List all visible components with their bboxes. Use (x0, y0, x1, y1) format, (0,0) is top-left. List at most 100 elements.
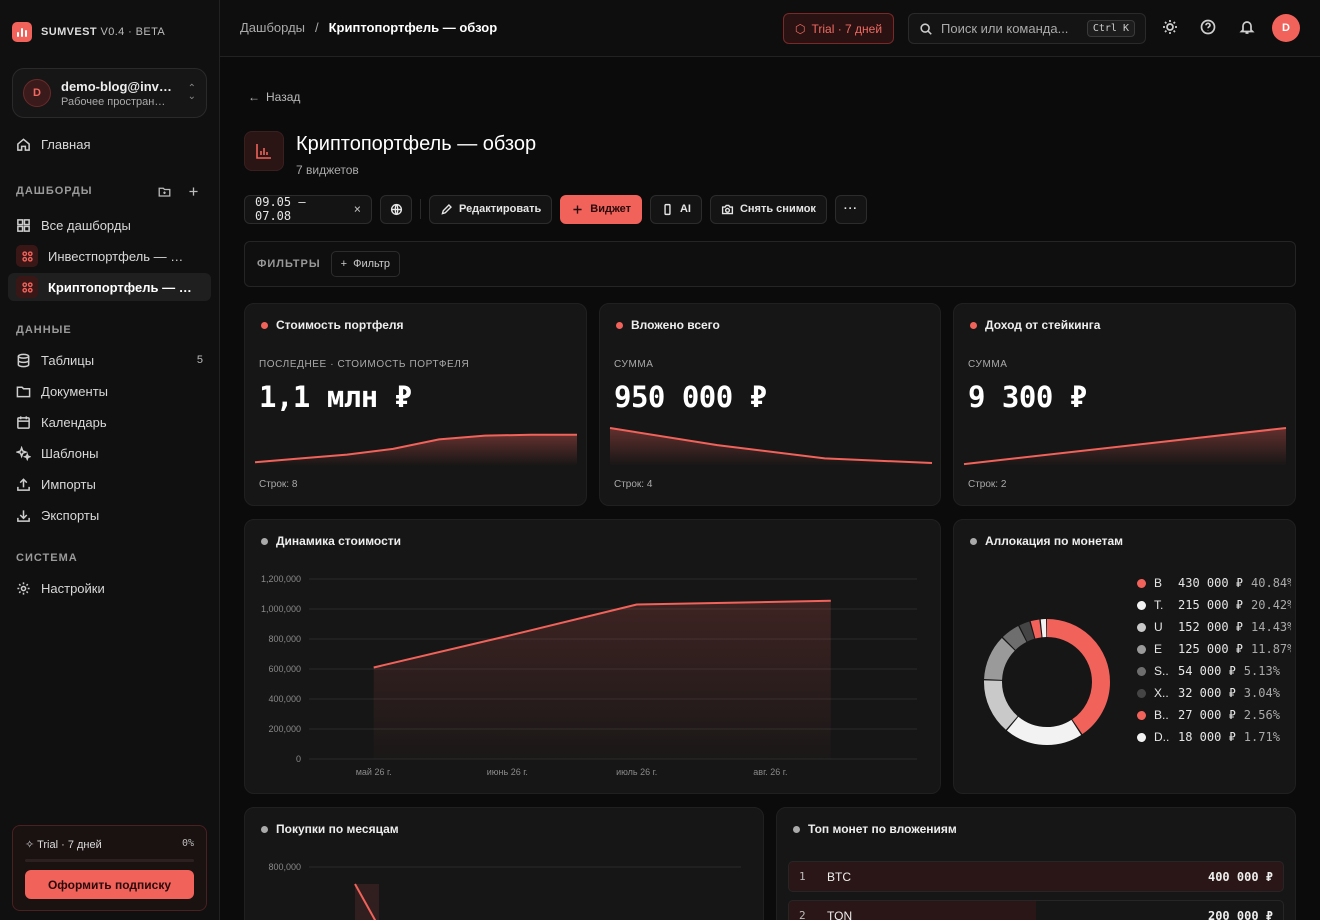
x-tick-label: июль 26 г. (616, 767, 657, 777)
kpi-label: СУММА (614, 359, 654, 370)
legend-swatch (1137, 710, 1146, 720)
search-placeholder: Поиск или команда... (941, 21, 1069, 36)
status-dot (616, 321, 623, 329)
kpi-title: Вложено всего (631, 318, 720, 332)
legend-value: 54 000 ₽ (1178, 664, 1236, 678)
calendar-icon (17, 415, 30, 429)
sidebar-item-templates[interactable]: Шаблоны (8, 439, 211, 467)
sidebar-item-settings[interactable]: Настройки (8, 574, 211, 602)
purchases-card[interactable]: Покупки по месяцам 800,000 (244, 807, 764, 920)
snapshot-label: Снять снимок (739, 203, 816, 215)
legend-value: 125 000 ₽ (1178, 642, 1244, 656)
allocation-card[interactable]: Аллокация по монетам B 430 000 ₽ 40.84% T. 2… (953, 519, 1296, 794)
legend-swatch (1137, 732, 1146, 742)
legend-swatch (1137, 666, 1146, 676)
legend-name: U (1154, 620, 1163, 634)
folder-icon (16, 386, 31, 397)
filters-label: ФИЛЬТРЫ (257, 258, 321, 270)
brand[interactable]: SUMVEST V0.4 · BETA (12, 22, 165, 42)
table-row[interactable]: 1 BTC 400 000 ₽ (788, 861, 1284, 892)
table-row[interactable]: 2 TON 200 000 ₽ (788, 900, 1284, 920)
y-tick-label: 0 (296, 754, 301, 764)
close-icon[interactable]: × (353, 202, 361, 216)
sidebar-item-calendar[interactable]: Календарь (8, 408, 211, 436)
top-coins-card[interactable]: Топ монет по вложениям 1 BTC 400 000 ₽ 2… (776, 807, 1296, 920)
breadcrumb-separator: / (315, 20, 319, 35)
legend-name: S.. (1154, 664, 1169, 678)
search-input[interactable]: Поиск или команда... Ctrl K (908, 13, 1146, 44)
sidebar-item-home[interactable]: Главная (8, 130, 211, 158)
sidebar-item-exports[interactable]: Экспорты (8, 501, 211, 529)
plus-icon[interactable] (187, 185, 200, 198)
user-avatar[interactable]: D (1272, 14, 1300, 42)
notifications-button[interactable] (1239, 19, 1257, 37)
upload-icon (17, 477, 30, 491)
ai-button[interactable]: AI (649, 194, 702, 224)
plus-icon (573, 204, 582, 214)
more-button[interactable]: ··· (834, 194, 867, 224)
legend-item[interactable]: S.. 54 000 ₽ 5.13% (1137, 660, 1291, 682)
date-range-picker[interactable]: 09.05 — 07.08 × (244, 194, 372, 224)
edit-button[interactable]: Редактировать (429, 194, 553, 224)
legend-item[interactable]: X.. 32 000 ₽ 3.04% (1137, 682, 1291, 704)
kpi-card[interactable]: Стоимость портфеля ПОСЛЕДНЕЕ · СТОИМОСТЬ… (244, 303, 587, 506)
new-folder-icon[interactable] (158, 185, 171, 198)
trial-badge[interactable]: ⬡ Trial · 7 дней (783, 13, 895, 44)
help-button[interactable] (1200, 19, 1218, 37)
theme-toggle[interactable] (1162, 19, 1180, 37)
sidebar-item-imports[interactable]: Импорты (8, 470, 211, 498)
kpi-title: Стоимость портфеля (276, 318, 404, 332)
sidebar-item-label: Документы (41, 383, 109, 399)
legend-swatch (1137, 644, 1146, 654)
trial-percent: 0% (181, 838, 194, 849)
row-name: TON (827, 908, 853, 920)
sidebar-item-all-dashboards[interactable]: Все дашборды (8, 211, 211, 239)
arrow-left-icon: ← (248, 90, 260, 104)
legend-item[interactable]: B.. 27 000 ₽ 2.56% (1137, 704, 1291, 726)
sidebar-item-label: Шаблоны (41, 445, 99, 461)
kpi-label: ПОСЛЕДНЕЕ · СТОИМОСТЬ ПОРТФЕЛЯ (259, 359, 470, 370)
sidebar-item-dashboard-active[interactable]: Криптопортфель — … (8, 273, 211, 301)
line-chart: 1,200,000 1,000,000 800,000 600,000 400,000 2… (261, 574, 917, 777)
add-filter-button[interactable]: + Фильтр (330, 251, 401, 277)
row-rank: 2 (799, 909, 806, 920)
legend-item[interactable]: E 125 000 ₽ 11.87% (1137, 638, 1291, 660)
kpi-card[interactable]: Вложено всего СУММА 950 000 ₽ Строк: 4 (599, 303, 941, 506)
legend-percent: 40.84% (1251, 576, 1292, 590)
sidebar-item-documents[interactable]: Документы (8, 377, 211, 405)
dashboard-icon (16, 276, 38, 298)
workspace-subtitle: Рабочее простран… (61, 95, 166, 108)
chart-title: Аллокация по монетам (985, 534, 1124, 548)
subscribe-button[interactable]: Оформить подписку (25, 870, 194, 899)
sidebar-item-tables[interactable]: Таблицы 5 (8, 346, 211, 374)
sidebar-item-label: Все дашборды (41, 217, 131, 233)
add-widget-button[interactable]: Виджет (560, 194, 642, 224)
snapshot-button[interactable]: Снять снимок (709, 194, 827, 224)
timezone-button[interactable] (380, 194, 412, 224)
workspace-email: demo-blog@inv… (61, 78, 172, 94)
sparkline-line (963, 427, 1287, 466)
kpi-value: 1,1 млн ₽ (259, 380, 412, 414)
kpi-card[interactable]: Доход от стейкинга СУММА 9 300 ₽ Строк: … (953, 303, 1296, 506)
breadcrumb-root[interactable]: Дашборды (240, 20, 305, 35)
trial-progress-bar (25, 859, 194, 862)
legend-item[interactable]: D.. 18 000 ₽ 1.71% (1137, 726, 1291, 748)
series-area (373, 600, 831, 759)
pie-slice (984, 619, 1110, 745)
value-dynamics-card[interactable]: Динамика стоимости 1,200,000 1,000,000 800… (244, 519, 941, 794)
sidebar-item-dashboard[interactable]: Инвестпортфель — … (8, 242, 211, 270)
sidebar-item-label: Экспорты (41, 507, 100, 523)
sparkles-icon (16, 445, 31, 461)
legend-swatch (1137, 622, 1146, 632)
legend-item[interactable]: T. 215 000 ₽ 20.42% (1137, 594, 1291, 616)
kpi-value: 950 000 ₽ (614, 380, 767, 414)
legend-swatch (1137, 688, 1146, 698)
back-link[interactable]: ← Назад (248, 90, 300, 104)
brand-version: V0.4 · BETA (100, 26, 166, 38)
workspace-switcher[interactable]: D demo-blog@inv… Рабочее простран… ⌃ ⌄ (12, 68, 207, 118)
legend-item[interactable]: U 152 000 ₽ 14.43% (1137, 616, 1291, 638)
page-title: Криптопортфель — обзор (296, 133, 537, 155)
legend-percent: 14.43% (1251, 620, 1292, 634)
pencil-icon (441, 203, 452, 215)
legend-item[interactable]: B 430 000 ₽ 40.84% (1137, 572, 1291, 594)
